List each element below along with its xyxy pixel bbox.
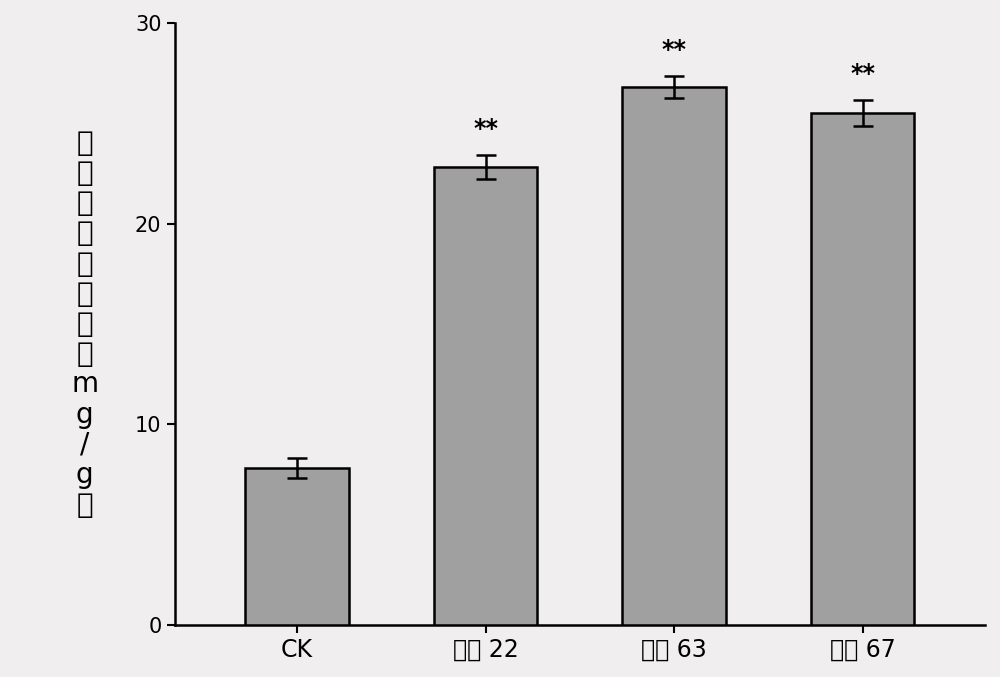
Bar (434, 167, 537, 625)
Bar (811, 113, 914, 625)
Bar (622, 87, 726, 625)
Text: **: ** (850, 62, 875, 86)
Text: 青
蒿
素
含
量
（
干
重
m
g
/
g
）: 青 蒿 素 含 量 （ 干 重 m g / g ） (71, 129, 98, 519)
Text: **: ** (473, 117, 498, 141)
Bar (245, 468, 349, 625)
Text: **: ** (662, 38, 687, 62)
